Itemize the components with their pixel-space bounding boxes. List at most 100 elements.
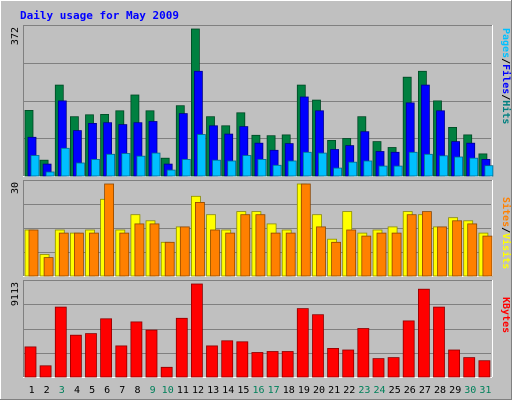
bar-sites-day-14 — [225, 232, 236, 277]
legend-visits_sites: Sites/Visits — [500, 197, 512, 269]
bar-sites-day-22 — [346, 229, 357, 277]
day-label-23: 23 — [358, 385, 370, 396]
day-label-30: 30 — [464, 385, 476, 396]
day-label-18: 18 — [283, 385, 295, 396]
bar-sites-day-15 — [240, 214, 251, 277]
bar-kbytes-day-18 — [281, 351, 294, 378]
bar-kbytes-day-9 — [145, 329, 158, 378]
bar-kbytes-day-8 — [130, 321, 143, 378]
visits-sites-panel: 30 Sites/Visits — [10, 180, 512, 277]
bar-kbytes-day-10 — [160, 366, 173, 378]
bar-sites-day-13 — [210, 229, 220, 277]
bar-kbytes-day-22 — [342, 349, 355, 378]
day-label-1: 1 — [29, 385, 35, 396]
day-label-22: 22 — [343, 385, 355, 396]
day-label-3: 3 — [59, 385, 65, 396]
bar-sites-day-21 — [331, 241, 342, 277]
chart-title: Daily usage for May 2009 — [20, 9, 179, 22]
day-label-15: 15 — [237, 385, 249, 396]
bar-pages-day-29 — [454, 156, 464, 177]
bar-sites-day-17 — [270, 232, 281, 277]
bar-kbytes-day-20 — [312, 314, 324, 378]
bar-sites-day-29 — [452, 220, 463, 277]
bar-sites-day-1 — [28, 229, 39, 277]
bar-kbytes-day-1 — [24, 346, 37, 378]
y-max-label: 372 — [10, 27, 21, 45]
bar-pages-day-4 — [76, 162, 85, 177]
bar-pages-day-22 — [348, 161, 358, 177]
bar-pages-day-6 — [106, 153, 115, 177]
bar-kbytes-day-2 — [39, 365, 52, 378]
legend-kbytes: KBytes — [500, 297, 511, 333]
bar-sites-day-19 — [300, 183, 311, 277]
day-label-7: 7 — [119, 385, 125, 396]
bar-sites-day-27 — [421, 211, 432, 277]
day-label-4: 4 — [74, 385, 80, 396]
bar-kbytes-day-25 — [387, 357, 400, 378]
bar-sites-day-25 — [391, 232, 402, 277]
day-label-14: 14 — [222, 385, 234, 396]
bar-pages-day-30 — [469, 157, 479, 177]
bar-pages-day-5 — [91, 158, 100, 177]
day-label-5: 5 — [89, 385, 95, 396]
bar-kbytes-day-31 — [478, 360, 491, 378]
bar-pages-day-21 — [333, 167, 343, 177]
day-label-28: 28 — [434, 385, 446, 396]
bar-pages-day-8 — [136, 155, 146, 177]
legend-entry-kbytes: KBytes — [500, 297, 511, 333]
bar-kbytes-day-27 — [417, 288, 430, 378]
day-label-25: 25 — [389, 385, 401, 396]
bar-kbytes-day-17 — [266, 351, 279, 378]
legend-entry-hits: Hits — [500, 100, 512, 124]
bar-sites-day-11 — [179, 226, 190, 277]
day-label-6: 6 — [104, 385, 110, 396]
day-label-20: 20 — [313, 385, 325, 396]
y-max-label: 9113 — [10, 282, 21, 306]
day-label-29: 29 — [449, 385, 461, 396]
bar-sites-day-26 — [406, 214, 417, 277]
legend-entry-pages: Pages — [500, 28, 511, 58]
bar-sites-day-4 — [74, 232, 84, 277]
bar-sites-day-2 — [43, 257, 54, 277]
bar-pages-day-7 — [121, 153, 131, 177]
bar-pages-day-13 — [212, 159, 221, 177]
bar-pages-day-27 — [423, 153, 433, 177]
bar-kbytes-day-15 — [236, 341, 249, 378]
bar-pages-day-23 — [363, 160, 373, 177]
bar-kbytes-day-26 — [402, 320, 415, 378]
bar-pages-day-2 — [45, 171, 55, 177]
bar-kbytes-day-28 — [433, 306, 445, 378]
bar-kbytes-day-3 — [54, 306, 67, 378]
bar-pages-day-1 — [30, 155, 40, 177]
bar-sites-day-30 — [467, 223, 478, 277]
bar-kbytes-day-6 — [100, 318, 112, 378]
hits-files-pages-panel: 372 Pages/Files/Hits — [10, 25, 512, 177]
bar-sites-day-5 — [89, 232, 99, 277]
bar-pages-day-17 — [272, 164, 282, 177]
bar-kbytes-day-16 — [251, 352, 264, 378]
bar-kbytes-day-30 — [463, 357, 476, 378]
day-label-19: 19 — [298, 385, 310, 396]
bar-sites-day-24 — [376, 232, 387, 277]
bar-kbytes-day-23 — [357, 328, 370, 378]
bar-sites-day-23 — [361, 235, 372, 277]
bar-kbytes-day-5 — [85, 333, 97, 378]
bar-pages-day-11 — [181, 158, 191, 177]
day-label-16: 16 — [252, 385, 264, 396]
legend-separator: / — [500, 227, 511, 233]
bar-pages-day-24 — [378, 165, 388, 177]
bar-pages-day-14 — [227, 160, 237, 177]
day-label-26: 26 — [404, 385, 416, 396]
bar-sites-day-6 — [104, 183, 114, 277]
x-axis-day-labels: 1 2 3 4 5 6 7 8 9 10 11 12 13 14 15 16 17 18 19 20 21 22 23 24 2… — [29, 385, 492, 396]
legend-hits_files_pages: Pages/Files/Hits — [500, 28, 512, 124]
bar-pages-day-12 — [196, 134, 206, 177]
bar-pages-day-19 — [302, 151, 312, 177]
bar-pages-day-20 — [318, 152, 327, 177]
day-label-10: 10 — [162, 385, 174, 396]
bar-sites-day-16 — [255, 214, 266, 277]
bar-sites-day-9 — [149, 223, 160, 277]
day-label-2: 2 — [44, 385, 50, 396]
day-label-31: 31 — [479, 385, 491, 396]
